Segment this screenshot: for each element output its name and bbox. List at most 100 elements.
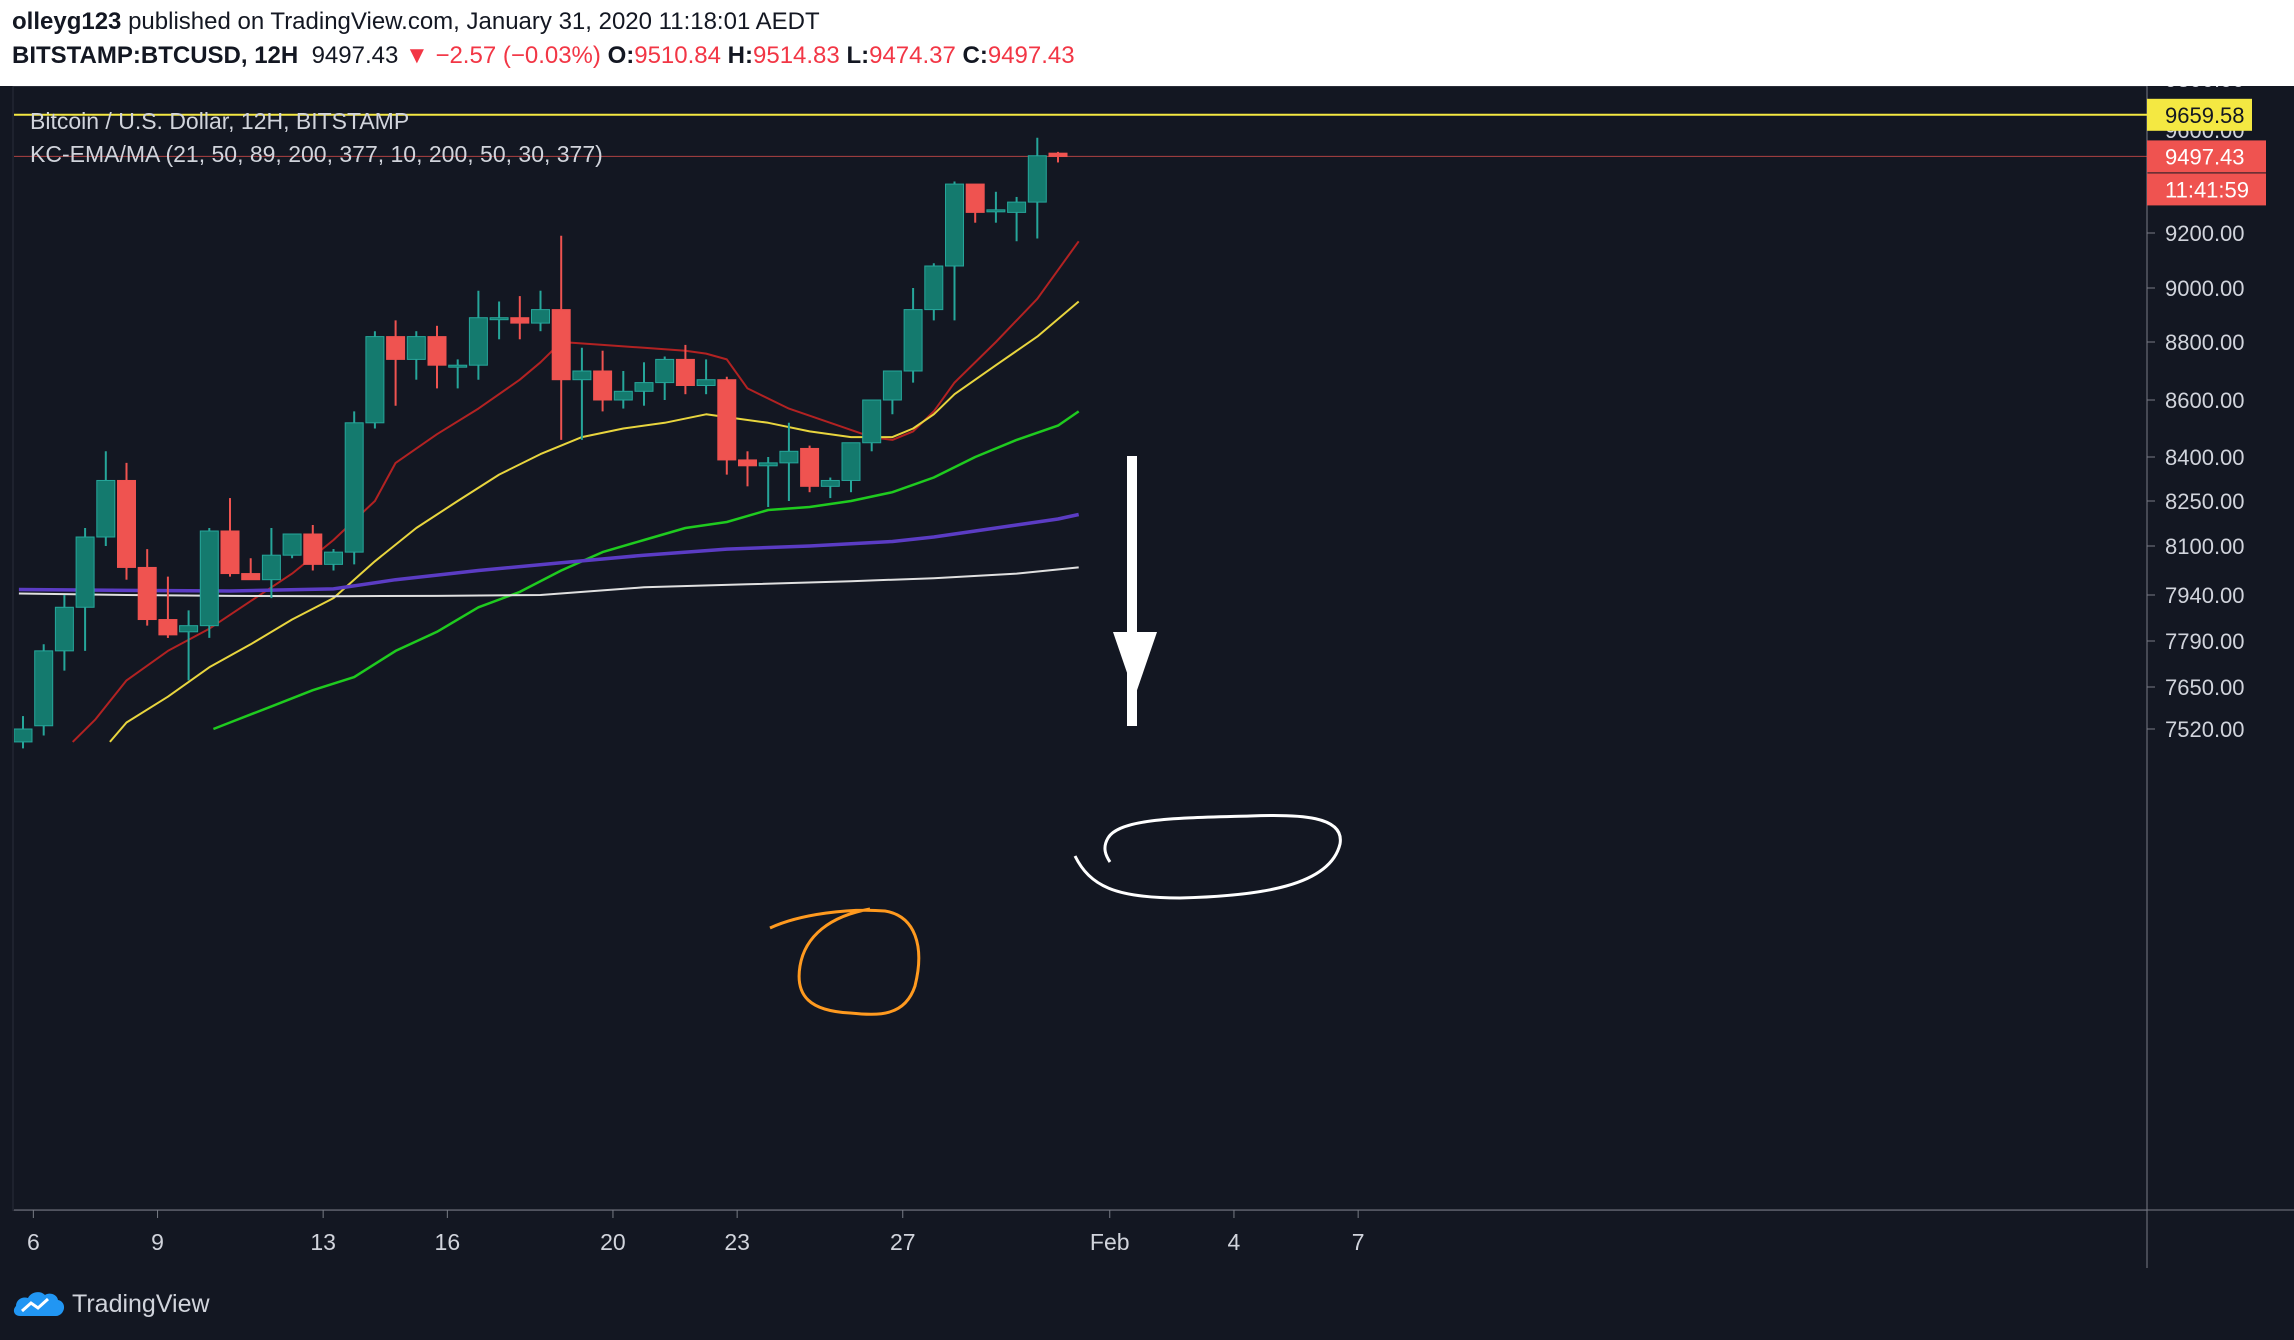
candle [924,263,944,321]
open-label: O: [607,42,635,69]
price-tick-label: 8800.00 [2165,330,2245,355]
symbol-label: BITSTAMP:BTCUSD, 12H [12,42,299,69]
candle-body [717,379,737,461]
candle [324,549,343,571]
time-tick-label: 6 [27,1229,40,1255]
price-labels: 9659.58 9497.43 11:41:59 [2147,98,2266,206]
tradingview-logo[interactable]: TradingView [12,1288,210,1320]
candle [965,183,985,223]
candle [427,325,447,389]
price-tick-label: 8250.00 [2165,489,2245,514]
low-value: 9474.37 [869,42,956,69]
price-tick-label: 9000.00 [2165,276,2245,301]
candle-body [986,209,1006,213]
candle [344,411,364,565]
candle [241,558,261,581]
candle-body [945,183,964,267]
candle-body [572,370,592,381]
candle-body [924,265,944,311]
candle [696,359,716,395]
time-tick-label: 13 [310,1229,336,1255]
high-label: H: [727,42,753,69]
indicator-line-ema-yellow [109,300,1080,743]
ohlc-line: BITSTAMP:BTCUSD, 12H 9497.43 ▼ −2.57 (−0… [12,42,1075,70]
candle [179,610,199,681]
price-tick-label: 8400.00 [2165,445,2245,470]
candle [510,296,530,340]
candle [820,477,840,499]
price-tick-label: 7650.00 [2165,675,2245,700]
candle [34,644,54,736]
time-tick-label: 9 [151,1229,164,1255]
countdown-label: 11:41:59 [2165,177,2249,202]
candle [1027,137,1047,239]
annotations [769,456,1342,1016]
candle [117,462,136,580]
candle-body [34,650,54,727]
author-name[interactable]: olleyg123 [12,8,122,35]
candlestick-chart[interactable]: 10200.0010000.009800.009600.009200.00900… [0,0,2294,1268]
time-tick-label: Feb [1090,1229,1130,1255]
candle [986,191,1006,223]
candle [613,371,633,409]
candle [945,181,964,321]
candle-body [158,619,178,636]
candle-body [655,358,675,384]
candle-body [862,399,882,444]
price-tick-label: 9200.00 [2165,221,2245,246]
candle-body [261,554,281,581]
high-value: 9514.83 [753,42,840,69]
candle-body [241,573,261,581]
candle [75,528,95,651]
candle-body [14,728,33,743]
candle [758,457,778,507]
time-tick-label: 4 [1228,1229,1241,1255]
white-ellipse-annotation[interactable] [1073,813,1342,900]
candle-body [531,309,550,324]
candle-body [903,309,923,372]
candle [1048,151,1068,163]
candle [137,549,157,626]
indicator-line-ema-green [212,410,1080,731]
candle-body [882,370,902,401]
price-tick-label: 7790.00 [2165,629,2245,654]
candle-body [75,536,95,608]
countdown-label-box [2147,173,2266,206]
low-label: L: [846,42,870,69]
down-arrow-annotation[interactable] [1113,456,1157,726]
candle [303,525,323,571]
candle [158,576,178,638]
candle-body [551,309,571,381]
candle-body [427,336,447,366]
candle-body [613,390,633,401]
candle [199,528,219,638]
candle-body [54,606,74,652]
candle-body [1027,155,1047,203]
candle-body [303,533,323,565]
candle [531,290,550,332]
candle [593,350,613,412]
price-tick-label: 8600.00 [2165,388,2245,413]
candle [54,595,74,671]
candle-body [510,317,530,324]
candle [406,331,426,380]
change-text: ▼ −2.57 (−0.03%) [405,42,601,69]
orange-circle-annotation[interactable] [769,907,921,1016]
candle [448,359,468,389]
price-tick-label: 9800.00 [2165,86,2245,92]
candle-body [489,317,509,321]
candle-body [841,442,861,481]
candle [489,301,509,340]
candle-body [675,358,695,386]
chart-frame[interactable]: 10200.0010000.009800.009600.009200.00900… [0,0,2294,1268]
candle-body [137,566,157,621]
candle-body [965,183,985,213]
candle [96,451,116,546]
horizontal-line-group [14,113,2147,157]
candle [800,445,820,493]
candle [738,451,757,487]
candle-body [199,530,219,627]
candle [903,288,923,383]
time-axis[interactable]: 6 9 13 16 20 23 27 Feb 4 7 [27,1210,1365,1255]
candle [841,442,861,493]
